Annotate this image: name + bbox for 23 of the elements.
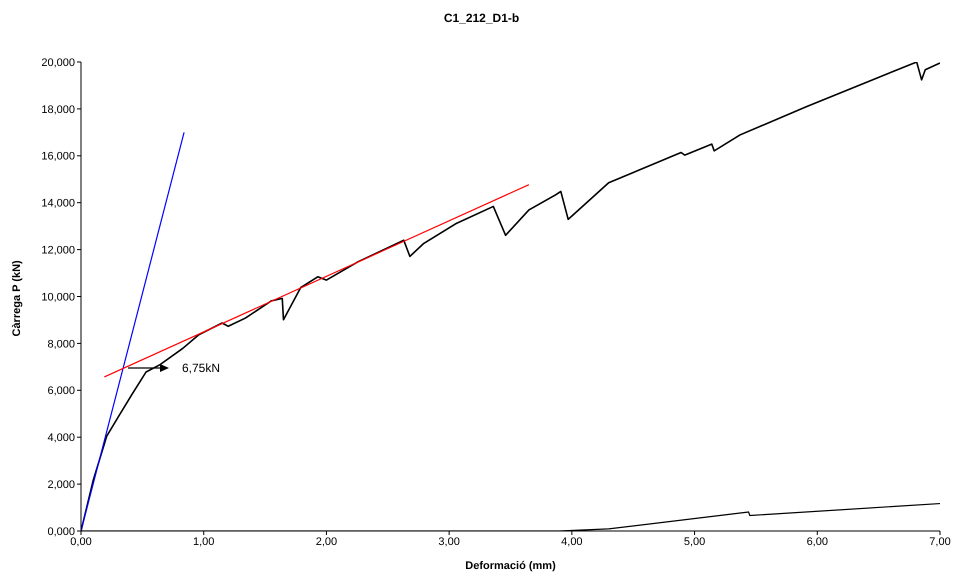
x-tick-label: 0,00 — [70, 536, 92, 548]
y-tick-label: 10,000 — [41, 291, 75, 304]
x-tick-label: 2,00 — [316, 536, 338, 548]
y-tick-label: 18,000 — [41, 104, 75, 116]
y-tick-label: 16,000 — [41, 150, 75, 163]
x-tick-label: 3,00 — [438, 536, 460, 548]
x-axis-title: Deformació (mm) — [465, 560, 556, 572]
y-tick-label: 0,000 — [47, 526, 75, 538]
y-tick-label: 12,000 — [41, 244, 75, 257]
x-tick-label: 1,00 — [193, 536, 214, 548]
y-tick-label: 14,000 — [41, 198, 75, 210]
x-tick-label: 7,00 — [929, 536, 951, 548]
x-tick-label: 4,00 — [561, 536, 583, 548]
chart-title: C1_212_D1-b — [442, 10, 520, 27]
x-tick-label: 6,00 — [806, 536, 828, 548]
y-axis-title: Càrrega P (kN) — [10, 260, 23, 336]
y-tick-label: 20,000 — [41, 56, 75, 69]
y-tick-label: 2,000 — [47, 479, 75, 492]
x-tick-label: 5,00 — [684, 536, 706, 548]
y-tick-label: 6,000 — [47, 385, 75, 398]
y-tick-label: 8,000 — [47, 338, 75, 350]
y-tick-label: 4,000 — [47, 432, 75, 444]
annotation: 6,75kN — [182, 361, 220, 375]
